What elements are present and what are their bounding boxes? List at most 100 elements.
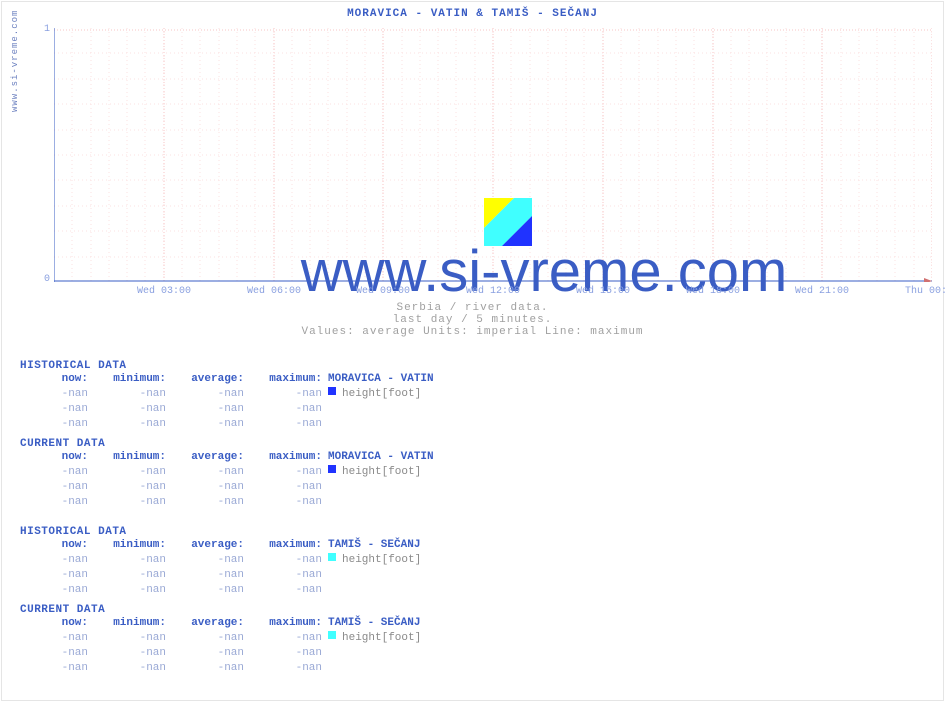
table-header-row: now:minimum:average:maximum: TAMIŠ - SEČ…: [20, 538, 925, 553]
cell-min: -nan: [88, 568, 166, 583]
xtick: Wed 03:00: [137, 286, 191, 297]
series-name: TAMIŠ - SEČANJ: [328, 538, 420, 553]
col-min: minimum:: [88, 450, 166, 465]
col-now: now:: [20, 372, 88, 387]
site-logo-icon: [484, 198, 532, 246]
cell-max: -nan: [244, 568, 322, 583]
cell-now: -nan: [20, 661, 88, 676]
cell-now: -nan: [20, 631, 88, 646]
series-color-swatch: [328, 465, 336, 473]
xtick: Wed 21:00: [795, 286, 849, 297]
cell-min: -nan: [88, 583, 166, 598]
cell-max: -nan: [244, 480, 322, 495]
table-row: -nan-nan-nan-nan: [20, 568, 925, 583]
col-min: minimum:: [88, 616, 166, 631]
col-avg: average:: [166, 372, 244, 387]
cell-now: -nan: [20, 387, 88, 402]
chart-frame: www.si-vreme.com MORAVICA - VATIN & TAMI…: [1, 1, 944, 701]
table-row: -nan-nan-nan-nan: [20, 417, 925, 432]
cell-avg: -nan: [166, 417, 244, 432]
current-data-header: CURRENT DATA: [20, 604, 925, 616]
series-name: TAMIŠ - SEČANJ: [328, 616, 420, 631]
cell-max: -nan: [244, 583, 322, 598]
cell-avg: -nan: [166, 495, 244, 510]
cell-max: -nan: [244, 402, 322, 417]
cell-now: -nan: [20, 480, 88, 495]
col-avg: average:: [166, 616, 244, 631]
col-max: maximum:: [244, 538, 322, 553]
cell-max: -nan: [244, 387, 322, 402]
col-now: now:: [20, 616, 88, 631]
ytick-0: 0: [38, 274, 50, 285]
xtick: Thu 00:00: [905, 286, 947, 297]
table-row: -nan-nan-nan-nanheight[foot]: [20, 387, 925, 402]
col-avg: average:: [166, 450, 244, 465]
cell-now: -nan: [20, 646, 88, 661]
xtick: Wed 18:00: [686, 286, 740, 297]
series-name: MORAVICA - VATIN: [328, 450, 434, 465]
table-row: -nan-nan-nan-nan: [20, 661, 925, 676]
cell-min: -nan: [88, 402, 166, 417]
cell-now: -nan: [20, 465, 88, 480]
cell-avg: -nan: [166, 553, 244, 568]
table-row: -nan-nan-nan-nan: [20, 583, 925, 598]
cell-now: -nan: [20, 583, 88, 598]
cell-max: -nan: [244, 646, 322, 661]
cell-now: -nan: [20, 495, 88, 510]
table-row: -nan-nan-nan-nan: [20, 646, 925, 661]
caption-block: Serbia / river data. last day / 5 minute…: [2, 302, 943, 338]
table-row: -nan-nan-nan-nan: [20, 480, 925, 495]
chart-title: MORAVICA - VATIN & TAMIŠ - SEČANJ: [2, 8, 943, 20]
cell-avg: -nan: [166, 387, 244, 402]
col-min: minimum:: [88, 538, 166, 553]
col-min: minimum:: [88, 372, 166, 387]
cell-max: -nan: [244, 495, 322, 510]
cell-max: -nan: [244, 661, 322, 676]
cell-min: -nan: [88, 387, 166, 402]
caption-line-1: Serbia / river data.: [2, 302, 943, 314]
cell-avg: -nan: [166, 583, 244, 598]
cell-min: -nan: [88, 553, 166, 568]
cell-min: -nan: [88, 661, 166, 676]
cell-now: -nan: [20, 553, 88, 568]
series-unit: height[foot]: [342, 465, 421, 480]
historical-data-header: HISTORICAL DATA: [20, 526, 925, 538]
table-row: -nan-nan-nan-nanheight[foot]: [20, 465, 925, 480]
xtick: Wed 15:00: [576, 286, 630, 297]
series-unit: height[foot]: [342, 553, 421, 568]
cell-min: -nan: [88, 631, 166, 646]
side-url-label: www.si-vreme.com: [10, 10, 20, 112]
cell-avg: -nan: [166, 402, 244, 417]
table-header-row: now:minimum:average:maximum: MORAVICA - …: [20, 372, 925, 387]
xtick: Wed 06:00: [247, 286, 301, 297]
cell-avg: -nan: [166, 465, 244, 480]
table-row: -nan-nan-nan-nanheight[foot]: [20, 553, 925, 568]
series-color-swatch: [328, 553, 336, 561]
col-now: now:: [20, 538, 88, 553]
historical-data-header: HISTORICAL DATA: [20, 360, 925, 372]
cell-max: -nan: [244, 631, 322, 646]
col-now: now:: [20, 450, 88, 465]
data-tables: HISTORICAL DATAnow:minimum:average:maxim…: [20, 354, 925, 676]
table-header-row: now:minimum:average:maximum: MORAVICA - …: [20, 450, 925, 465]
table-row: -nan-nan-nan-nan: [20, 402, 925, 417]
caption-line-2: last day / 5 minutes.: [2, 314, 943, 326]
cell-avg: -nan: [166, 631, 244, 646]
xtick: Wed 12:00: [466, 286, 520, 297]
col-avg: average:: [166, 538, 244, 553]
cell-now: -nan: [20, 402, 88, 417]
cell-now: -nan: [20, 568, 88, 583]
xtick: Wed 09:00: [356, 286, 410, 297]
cell-avg: -nan: [166, 480, 244, 495]
series-color-swatch: [328, 387, 336, 395]
cell-max: -nan: [244, 553, 322, 568]
table-row: -nan-nan-nan-nan: [20, 495, 925, 510]
cell-max: -nan: [244, 465, 322, 480]
cell-avg: -nan: [166, 661, 244, 676]
series-name: MORAVICA - VATIN: [328, 372, 434, 387]
cell-avg: -nan: [166, 568, 244, 583]
table-header-row: now:minimum:average:maximum: TAMIŠ - SEČ…: [20, 616, 925, 631]
cell-min: -nan: [88, 646, 166, 661]
caption-line-3: Values: average Units: imperial Line: ma…: [2, 326, 943, 338]
cell-avg: -nan: [166, 646, 244, 661]
